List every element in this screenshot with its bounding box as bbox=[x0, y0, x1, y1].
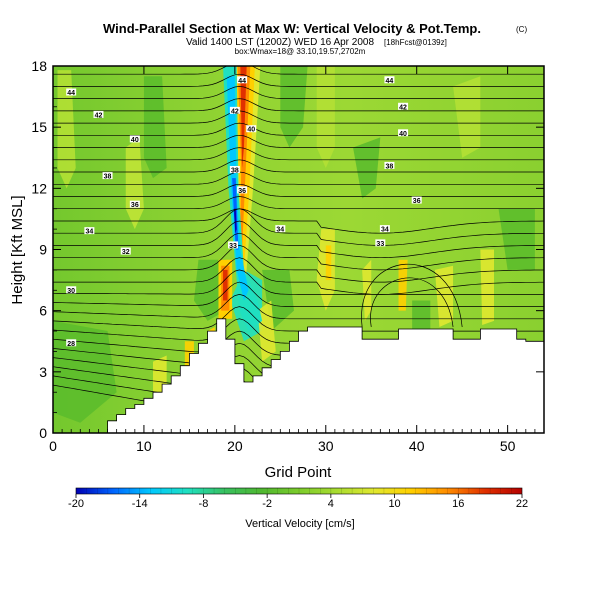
colorbar-label: Vertical Velocity [cm/s] bbox=[245, 518, 354, 530]
plot-area: 44 42 40 38 36 34 32 30 28 44 42 40 38 36 34 33 44 42 40 38… bbox=[53, 66, 544, 433]
contour-label: 38 bbox=[384, 161, 395, 170]
contour-label-text: 34 bbox=[276, 227, 284, 234]
contour-label-text: 40 bbox=[131, 137, 139, 144]
contour-labels: 44 42 40 38 36 34 32 30 28 44 42 40 38 36 34 33 44 42 40 38… bbox=[66, 76, 422, 348]
chart-title: Wind-Parallel Section at Max W: Vertical… bbox=[103, 21, 527, 56]
contour-label: 30 bbox=[66, 286, 77, 295]
theta-contours bbox=[53, 66, 544, 418]
colorbar-tick-label: 22 bbox=[516, 498, 528, 510]
y-tick-label: 18 bbox=[31, 58, 47, 74]
subtitle-line1-tag: [18hFcst@0139z] bbox=[384, 38, 447, 47]
contour-label: 33 bbox=[375, 239, 386, 248]
title-text: Wind-Parallel Section at Max W: Vertical… bbox=[103, 21, 481, 36]
contour-label: 42 bbox=[93, 110, 104, 119]
contour-label: 42 bbox=[398, 102, 409, 111]
contour-label-text: 33 bbox=[376, 241, 384, 248]
contour-label: 40 bbox=[398, 129, 409, 138]
contour-label-text: 32 bbox=[122, 249, 130, 256]
contour-label-text: 28 bbox=[67, 341, 75, 348]
contour-label-text: 44 bbox=[67, 90, 75, 97]
y-tick-label: 0 bbox=[39, 425, 47, 441]
contour-label-text: 38 bbox=[104, 174, 112, 181]
contour-label: 40 bbox=[129, 135, 140, 144]
contour-label: 36 bbox=[411, 196, 422, 205]
y-tick-label: 15 bbox=[31, 119, 47, 135]
contour-label-text: 44 bbox=[386, 78, 394, 85]
contour-label-text: 34 bbox=[85, 229, 93, 236]
x-axis-label: Grid Point bbox=[265, 464, 333, 481]
colorbar-tick-label: 16 bbox=[452, 498, 464, 510]
contour-label-text: 33 bbox=[229, 243, 237, 250]
x-tick-label: 10 bbox=[136, 438, 152, 454]
colorbar-tick-label: -20 bbox=[68, 498, 84, 510]
contour-label: 36 bbox=[237, 186, 248, 195]
subtitle-line1: Valid 1400 LST (1200Z) WED 16 Apr 2008 bbox=[186, 37, 375, 48]
contour-label-text: 36 bbox=[238, 188, 246, 195]
contour-label-text: 40 bbox=[399, 131, 407, 138]
title-mark: (C) bbox=[516, 25, 527, 34]
contour-label: 36 bbox=[129, 200, 140, 209]
colorbar-tick-label: -2 bbox=[262, 498, 272, 510]
x-tick-label: 20 bbox=[227, 438, 243, 454]
colorbar-tick-label: -14 bbox=[132, 498, 148, 510]
contour-label-text: 36 bbox=[413, 198, 421, 205]
contour-label: 38 bbox=[229, 165, 240, 174]
colorbar: -20 -14 -8 -2 4 10 16 22 Vertical Velocity [cm/… bbox=[68, 487, 528, 530]
x-tick-label: 30 bbox=[318, 438, 334, 454]
colorbar-gradient bbox=[75, 487, 523, 495]
contour-label-text: 30 bbox=[67, 288, 75, 295]
y-tick-label: 6 bbox=[39, 303, 47, 319]
contour-label: 34 bbox=[275, 225, 286, 234]
colorbar-tick-label: -8 bbox=[199, 498, 209, 510]
contour-label: 34 bbox=[379, 225, 390, 234]
x-tick-label: 50 bbox=[500, 438, 516, 454]
colorbar-tick-label: 10 bbox=[388, 498, 400, 510]
subtitle-line2: box:Wmax=18@ 33.10,19.57,2702m bbox=[235, 47, 366, 56]
y-tick-label: 12 bbox=[31, 180, 47, 196]
contour-label-text: 42 bbox=[399, 104, 407, 111]
velocity-field bbox=[53, 66, 535, 423]
contour-label-text: 44 bbox=[238, 78, 246, 85]
contour-label: 32 bbox=[120, 247, 131, 256]
contour-label-text: 36 bbox=[131, 202, 139, 209]
contour-label: 38 bbox=[102, 172, 113, 181]
contour-label-text: 40 bbox=[247, 127, 255, 134]
y-axis-label: Height [Kft MSL] bbox=[9, 195, 26, 304]
colorbar-ticks: -20 -14 -8 -2 4 10 16 22 bbox=[68, 488, 528, 510]
contour-label-text: 42 bbox=[95, 112, 103, 119]
colorbar-tick-label: 4 bbox=[328, 498, 334, 510]
contour-label: 44 bbox=[66, 88, 77, 97]
contour-label: 33 bbox=[228, 241, 239, 250]
contour-label-text: 38 bbox=[231, 167, 239, 174]
contour-label-text: 34 bbox=[381, 227, 389, 234]
contour-label: 44 bbox=[384, 76, 395, 85]
contour-label-text: 42 bbox=[231, 108, 239, 115]
contour-label: 34 bbox=[84, 227, 95, 236]
contour-label: 44 bbox=[237, 76, 248, 85]
x-tick-label: 0 bbox=[49, 438, 57, 454]
y-tick-label: 9 bbox=[39, 242, 47, 258]
terrain-mask bbox=[53, 318, 544, 433]
contour-label: 42 bbox=[229, 106, 240, 115]
contour-label: 40 bbox=[246, 125, 257, 134]
x-tick-label: 40 bbox=[409, 438, 425, 454]
y-tick-label: 3 bbox=[39, 364, 47, 380]
contour-label-text: 38 bbox=[386, 163, 394, 170]
contour-label: 28 bbox=[66, 339, 77, 348]
